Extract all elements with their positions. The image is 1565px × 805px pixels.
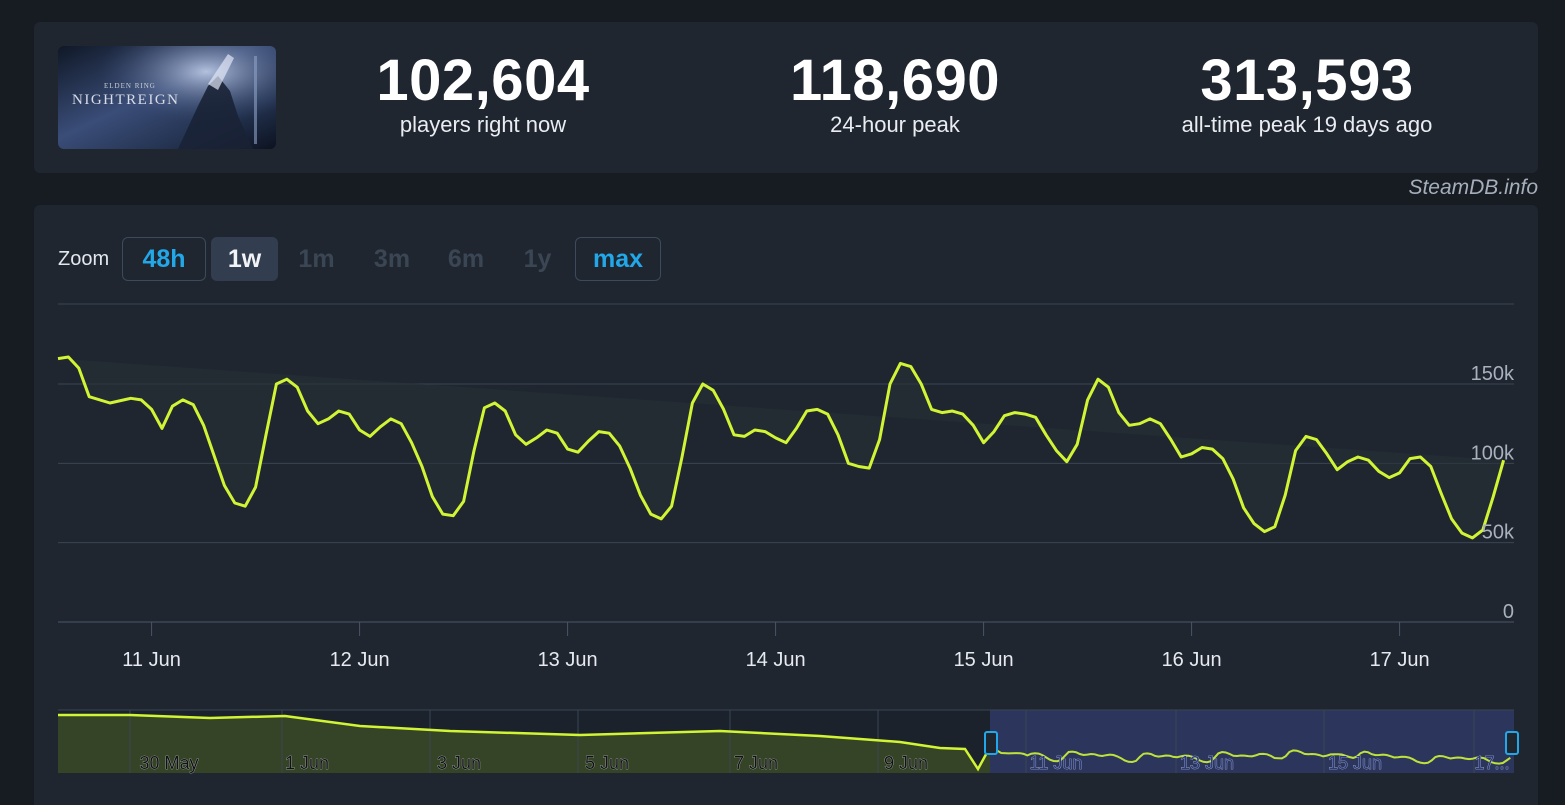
x-tick-label: 13 Jun [538,649,598,671]
current-players-label: players right now [399,112,567,137]
game-image-title: NIGHTREIGN [72,92,180,108]
navigator[interactable]: 30 May 1 Jun 3 Jun 5 Jun 7 Jun 9 Jun 11 Jun 13 … [58,709,1519,773]
all-time-peak-label: all-time peak 19 days ago [1181,112,1433,137]
current-players-stat: 102,604 players right now [293,50,673,138]
zoom-label: Zoom [58,248,110,270]
y-tick-label: 50k [1482,522,1515,544]
x-tick-label: 12 Jun [330,649,390,671]
y-tick-label: 150k [1471,363,1515,385]
navigator-right-handle[interactable] [1505,731,1519,755]
stats-card: ELDEN RING NIGHTREIGN 102,604 players ri… [34,22,1538,173]
x-tick-label: 17 Jun [1370,649,1430,671]
current-players-value: 102,604 [376,48,590,113]
all-time-peak-stat: 313,593 all-time peak 19 days ago [1117,50,1497,138]
y-tick-label: 100k [1471,442,1515,464]
navigator-left-handle[interactable] [984,731,998,755]
zoom-6m-button[interactable]: 6m [447,245,485,273]
navigator-line-history [58,713,992,772]
y-axis-labels: 0 50k 100k 150k [1471,363,1515,623]
y-tick-label: 0 [1503,601,1514,623]
x-axis: 11 Jun 12 Jun 13 Jun 14 Jun 15 Jun 16 Jun 17 J… [122,622,1430,671]
chart-card: Zoom 48h 1w 1m 3m 6m 1y max [34,205,1538,805]
series-line [57,355,1506,540]
zoom-max-button[interactable]: max [575,237,661,281]
zoom-3m-button[interactable]: 3m [373,245,411,273]
navigator-tick-label: 1 Jun [285,753,329,773]
x-tick-label: 15 Jun [954,649,1014,671]
chart-gridlines [58,303,1514,623]
zoom-1y-button[interactable]: 1y [523,245,552,273]
navigator-tick-label: 9 Jun [884,753,928,773]
game-art [58,46,276,149]
zoom-48h-button[interactable]: 48h [122,237,206,281]
peak-24h-value: 118,690 [790,48,1000,113]
line-area-fill [58,357,1504,538]
navigator-tick-label: 13 Jun [1180,753,1234,773]
zoom-1m-button[interactable]: 1m [298,245,335,273]
game-image[interactable]: ELDEN RING NIGHTREIGN [58,46,276,149]
navigator-tick-label: 5 Jun [585,753,629,773]
navigator-tick-label: 17... [1474,753,1509,773]
navigator-area-fill [58,715,990,773]
navigator-tick-label: 11 Jun [1030,753,1083,773]
navigator-tick-label: 3 Jun [437,753,481,773]
x-tick-label: 16 Jun [1162,649,1222,671]
peak-24h-label: 24-hour peak [830,112,960,137]
navigator-line-selected [989,748,1511,765]
peak-24h-stat: 118,690 24-hour peak [705,50,1085,138]
game-image-subtitle: ELDEN RING [104,82,156,90]
x-tick-label: 11 Jun [122,649,181,671]
navigator-tick-label: 7 Jun [734,753,778,773]
steamdb-credit[interactable]: SteamDB.info [1408,176,1538,199]
zoom-1w-button[interactable]: 1w [211,237,278,281]
navigator-tick-label: 15 Jun [1328,753,1382,773]
navigator-tick-label: 30 May [139,753,198,773]
all-time-peak-value: 313,593 [1200,48,1414,113]
x-tick-label: 14 Jun [746,649,806,671]
